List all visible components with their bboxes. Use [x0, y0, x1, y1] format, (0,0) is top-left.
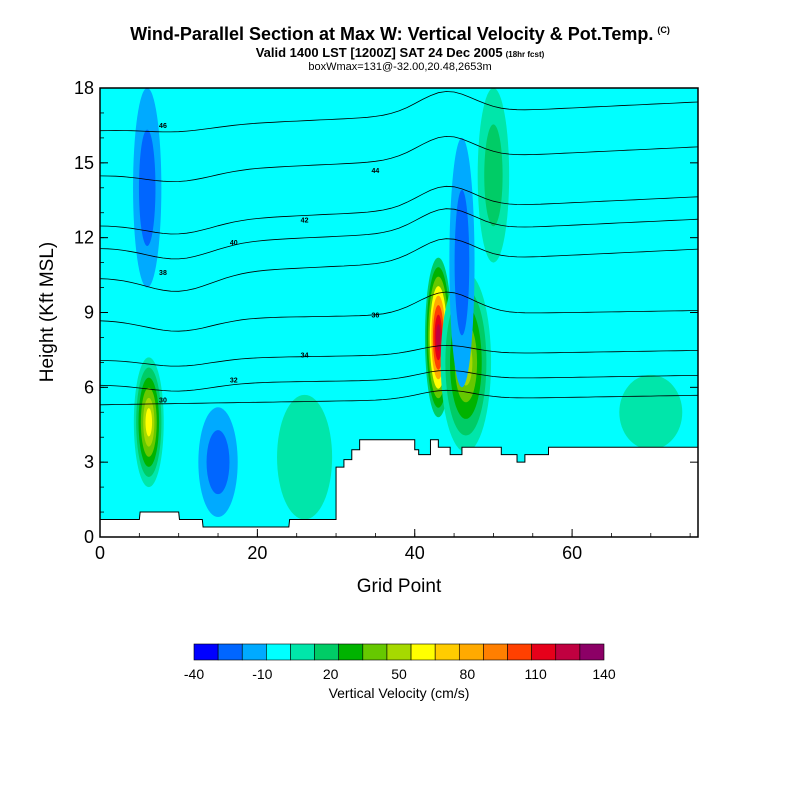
colorbar-swatch-7: [362, 643, 388, 661]
isentrope-42: [100, 185, 698, 235]
copyright-mark: (C): [657, 25, 670, 35]
terrain: [100, 439, 698, 537]
terrain-mask: [100, 439, 698, 537]
colorbar-swatch-16: [579, 643, 605, 661]
isentrope-32: [100, 369, 698, 392]
isentrope-label-34: 34: [301, 352, 309, 359]
isentrope-36: [100, 291, 698, 332]
y-tick-label-6: 6: [84, 377, 94, 397]
isentrope-34: [100, 344, 698, 367]
colorbar-swatch-13: [507, 643, 532, 661]
x-axis-label: Grid Point: [357, 576, 442, 597]
velocity-band-5-1: [206, 430, 230, 495]
colorbar-swatch-0: [193, 643, 219, 661]
colorbar: -40 -10 20 50 80 110 140: [184, 643, 616, 682]
isentrope-label-32: 32: [230, 377, 238, 384]
colorbar-swatch-14: [531, 643, 557, 661]
velocity-band-7-0: [277, 394, 333, 520]
isentrope-label-30: 30: [159, 397, 167, 404]
isentrope-label-38: 38: [159, 270, 167, 277]
isentrope-label-40: 40: [230, 240, 238, 247]
colorbar-swatch-15: [555, 643, 581, 661]
x-tick-label-40: 40: [405, 543, 425, 563]
colorbar-tick-label-6: 140: [592, 666, 616, 682]
velocity-band-3-1: [484, 124, 503, 227]
colorbar-tick-label-0: -40: [184, 666, 204, 682]
subtitle-text: Valid 1400 LST [1200Z] SAT 24 Dec 2005: [255, 45, 503, 60]
colorbar-tick-label-4: 80: [460, 666, 476, 682]
colorbar-tick-label-3: 50: [391, 666, 407, 682]
velocity-band-6-1: [138, 129, 156, 246]
isentrope-label-44: 44: [371, 168, 379, 175]
velocity-band-1-7: [436, 324, 441, 351]
y-axis-label: Height (Kft MSL): [37, 242, 58, 382]
isentrope-label-36: 36: [371, 312, 379, 319]
colorbar-swatch-4: [290, 643, 315, 661]
colorbar-swatch-2: [241, 643, 267, 661]
y-tick-label-15: 15: [74, 153, 94, 173]
isentrope-46: [100, 91, 698, 133]
title-text: Wind-Parallel Section at Max W: Vertical…: [130, 24, 654, 44]
isentrope-label-46: 46: [159, 123, 167, 130]
colorbar-tick-label-1: -10: [252, 666, 272, 682]
colorbar-swatch-11: [458, 643, 484, 661]
forecast-note: (18hr fcst): [505, 50, 545, 59]
velocity-band-4-1: [454, 189, 470, 336]
y-tick-label-12: 12: [74, 228, 94, 248]
velocity-band-0-5: [145, 408, 153, 437]
colorbar-tick-label-2: 20: [323, 666, 339, 682]
colorbar-swatch-12: [483, 643, 508, 661]
colorbar-swatch-8: [386, 643, 412, 661]
box-wmax-info: boxWmax=131@-32.00,20.48,2653m: [308, 61, 492, 73]
colorbar-swatch-6: [338, 643, 364, 661]
isentrope-30: [100, 389, 698, 406]
velocity-band-8-0: [619, 374, 683, 450]
colorbar-title: Vertical Velocity (cm/s): [329, 685, 470, 701]
colorbar-swatch-10: [434, 643, 460, 661]
colorbar-swatch-3: [266, 643, 291, 661]
y-tick-label-3: 3: [84, 452, 94, 472]
chart-title: Wind-Parallel Section at Max W: Vertical…: [0, 24, 800, 45]
colorbar-swatch-5: [314, 643, 340, 661]
isentrope-40: [100, 208, 698, 260]
valid-time-subtitle: Valid 1400 LST [1200Z] SAT 24 Dec 2005 (1…: [0, 45, 800, 60]
y-tick-label-18: 18: [74, 78, 94, 98]
x-tick-label-20: 20: [247, 543, 267, 563]
y-tick-label-0: 0: [84, 527, 94, 547]
x-tick-label-0: 0: [95, 543, 105, 563]
isentrope-label-42: 42: [301, 218, 309, 225]
isentrope-44: [100, 135, 698, 183]
colorbar-swatch-9: [410, 643, 436, 661]
colorbar-tick-label-5: 110: [525, 666, 548, 682]
theta-contours: 30 32 34 36 38 40 42 44 46: [100, 91, 698, 406]
y-tick-label-9: 9: [84, 303, 94, 323]
x-tick-label-60: 60: [562, 543, 582, 563]
colorbar-swatch-1: [217, 643, 243, 661]
isentrope-38: [100, 238, 698, 292]
